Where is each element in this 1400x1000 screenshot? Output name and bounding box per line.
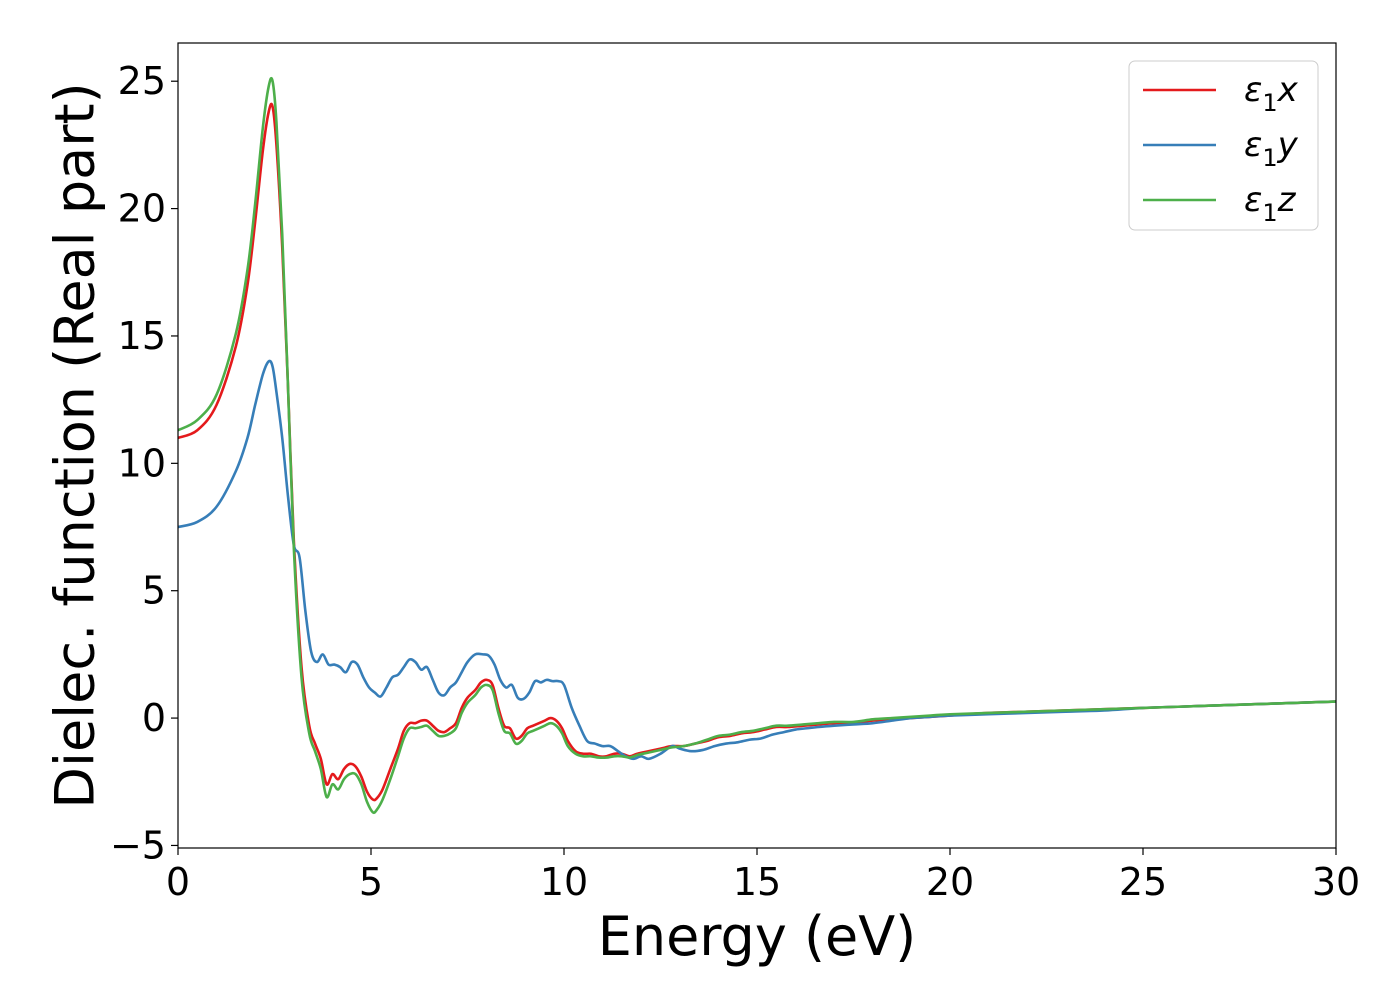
y-tick-label: 20 [118,187,166,231]
x-tick-label: 10 [540,860,588,904]
x-tick-label: 25 [1119,860,1167,904]
legend-subscript: 1 [1262,199,1277,227]
x-tick-label: 5 [359,860,383,904]
legend-component: x [1277,70,1299,110]
legend-symbol: ε [1244,180,1262,220]
legend-subscript: 1 [1262,144,1277,172]
y-tick-label: 0 [142,696,166,740]
series-layer [178,76,1336,815]
legend-label: ε1y [1244,125,1299,172]
x-tick-label: 20 [926,860,974,904]
y-tick-label: 15 [118,314,166,358]
legend-label: ε1z [1244,180,1297,227]
legend-component: z [1277,180,1297,220]
legend-box [1128,60,1319,231]
legend-subscript: 1 [1262,89,1277,117]
y-tick-label: 25 [118,59,166,103]
y-tick-label: 5 [142,569,166,613]
legend-label: ε1x [1244,70,1299,117]
x-tick-label: 0 [166,860,190,904]
legend-symbol: ε [1244,70,1262,110]
x-axis-label: Energy (eV) [598,905,917,968]
x-tick-label: 30 [1312,860,1360,904]
y-axis-label: Dielec. function (Real part) [44,82,107,808]
legend-component: y [1277,125,1299,165]
y-tick-label: 10 [118,441,166,485]
y-axis: −5 0 5 10 15 20 25 [110,59,178,867]
x-tick-label: 15 [733,860,781,904]
x-axis: 0 5 10 15 20 25 30 [166,848,1360,904]
y-tick-label: −5 [110,823,166,867]
legend-symbol: ε [1244,125,1262,165]
series-line-z [178,76,1336,815]
series-line-y [178,359,1336,761]
